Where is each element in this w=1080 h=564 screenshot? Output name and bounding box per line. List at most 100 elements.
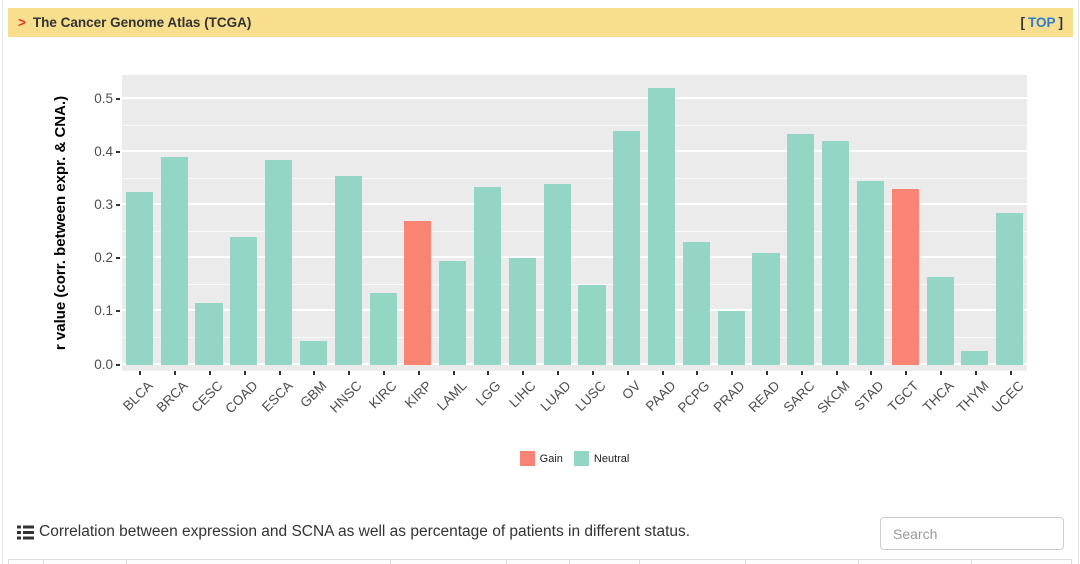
bar-slot xyxy=(331,99,366,365)
bar-slot xyxy=(679,99,714,365)
x-tick-mark xyxy=(383,371,386,375)
legend-item-gain: Gain xyxy=(519,451,563,466)
legend-label: Gain xyxy=(539,452,563,465)
x-tick-mark xyxy=(452,371,455,375)
bar-BRCA xyxy=(160,157,188,365)
bar-PCPG xyxy=(682,242,710,365)
x-tick-mark xyxy=(139,371,142,375)
bar-slot xyxy=(853,99,888,365)
chart-area: r value (corr. between expr. & CNA.) Gai… xyxy=(3,0,1078,514)
y-tick-mark xyxy=(116,151,120,154)
bar-OV xyxy=(613,130,641,365)
bar-UCEC xyxy=(996,213,1024,365)
bar-CESC xyxy=(195,303,223,365)
x-tick-mark xyxy=(557,371,560,375)
bar-slot xyxy=(192,99,227,365)
bar-slot xyxy=(435,99,470,365)
bar-LUAD xyxy=(543,183,571,365)
bar-slot xyxy=(609,99,644,365)
bar-PAAD xyxy=(648,88,676,365)
x-tick-mark xyxy=(313,371,316,375)
gridline-minor xyxy=(122,230,1027,232)
bar-slot xyxy=(923,99,958,365)
bar-LAML xyxy=(439,260,467,365)
bar-SKCM xyxy=(822,141,850,365)
legend-item-neutral: Neutral xyxy=(573,451,630,466)
bar-LUSC xyxy=(578,284,606,365)
legend-label: Neutral xyxy=(593,452,630,465)
bar-LIHC xyxy=(508,258,536,365)
bar-slot xyxy=(992,99,1027,365)
table-column-edge xyxy=(391,560,507,564)
gridline-major xyxy=(122,97,1027,99)
x-tick-mark xyxy=(591,371,594,375)
x-tick-mark xyxy=(243,371,246,375)
chevron-right-icon: > xyxy=(18,15,26,30)
table-column-edge xyxy=(570,560,640,564)
x-tick-mark xyxy=(348,371,351,375)
x-tick-mark xyxy=(626,371,629,375)
gridline-minor xyxy=(122,177,1027,179)
bar-TGCT xyxy=(891,189,919,365)
x-tick-mark xyxy=(1009,371,1012,375)
x-tick-mark xyxy=(974,371,977,375)
bar-slot xyxy=(122,99,157,365)
table-column-edge xyxy=(127,560,391,564)
bar-slot xyxy=(157,99,192,365)
x-tick-mark xyxy=(835,371,838,375)
table-column-edge xyxy=(640,560,746,564)
chart-panel xyxy=(122,75,1027,371)
x-tick-mark xyxy=(870,371,873,375)
y-tick-label: 0.3 xyxy=(94,197,113,213)
search-input[interactable] xyxy=(880,517,1064,550)
legend-swatch-icon xyxy=(573,451,589,466)
bar-slot xyxy=(401,99,436,365)
bar-slot xyxy=(296,99,331,365)
top-link[interactable]: TOP xyxy=(1027,15,1056,30)
bar-slot xyxy=(888,99,923,365)
bar-LGG xyxy=(473,186,502,365)
y-tick-mark xyxy=(116,310,120,313)
bar-slot xyxy=(226,99,261,365)
table-column-edge xyxy=(507,560,570,564)
bar-slot xyxy=(261,99,296,365)
gridline-major xyxy=(122,256,1027,259)
chart-legend: Gain Neutral xyxy=(122,451,1027,466)
bar-PRAD xyxy=(717,311,745,365)
bar-GBM xyxy=(299,340,328,365)
bar-slot xyxy=(505,99,540,365)
gridline-minor xyxy=(122,283,1027,285)
table-header-row xyxy=(8,559,1072,564)
bar-KIRC xyxy=(369,292,397,365)
bar-BLCA xyxy=(125,191,153,365)
x-tick-mark xyxy=(661,371,664,375)
caption: Correlation between expression and SCNA … xyxy=(8,514,690,550)
bar-SARC xyxy=(787,133,815,365)
y-tick-label: 0.5 xyxy=(94,91,113,106)
bar-READ xyxy=(752,253,780,365)
y-tick-label: 0.1 xyxy=(94,303,113,319)
x-tick-mark xyxy=(905,371,908,375)
x-tick-mark xyxy=(278,371,281,375)
bar-slot xyxy=(783,99,818,365)
gridline-major xyxy=(122,150,1027,153)
x-tick-mark xyxy=(174,371,177,375)
bar-slot xyxy=(818,99,853,365)
table-column-edge xyxy=(972,560,1073,564)
legend-swatch-icon xyxy=(519,451,535,466)
x-tick-mark xyxy=(209,371,212,375)
x-tick-mark xyxy=(696,371,699,375)
bar-slot xyxy=(366,99,401,365)
gridline-minor xyxy=(122,336,1027,338)
gridline-major xyxy=(122,362,1027,365)
bar-slot xyxy=(575,99,610,365)
y-axis-title: r value (corr. between expr. & CNA.) xyxy=(52,95,69,351)
top-link-bracket-left: [ xyxy=(1020,15,1025,30)
bars xyxy=(122,88,1027,365)
x-tick-mark xyxy=(417,371,420,375)
x-tick-mark xyxy=(800,371,803,375)
x-tick-mark xyxy=(487,371,490,375)
bar-STAD xyxy=(856,181,885,365)
bar-KIRP xyxy=(404,221,432,365)
